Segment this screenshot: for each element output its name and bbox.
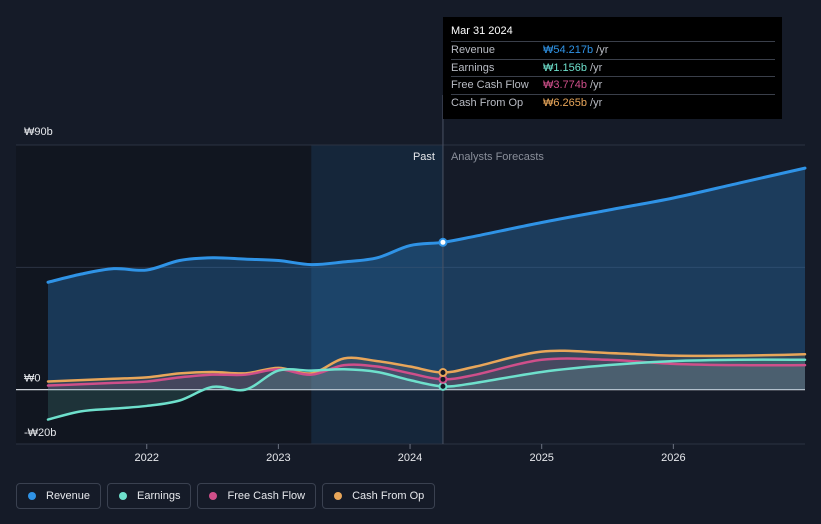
x-tick-label: 2024: [398, 452, 422, 464]
tooltip-value: ₩3.774b: [543, 79, 588, 92]
tooltip-unit: /yr: [590, 79, 603, 92]
x-tick-label: 2025: [529, 452, 553, 464]
x-tick-label: 2023: [266, 452, 290, 464]
legend-label: Cash From Op: [352, 490, 425, 502]
tooltip-date: Mar 31 2024: [451, 25, 513, 37]
tooltip-label: Earnings: [451, 61, 495, 74]
legend: Revenue Earnings Free Cash Flow Cash Fro…: [16, 483, 436, 511]
tooltip-markers: [438, 237, 448, 391]
legend-label: Earnings: [137, 490, 181, 502]
y-tick-label: ₩0: [24, 373, 41, 385]
cash-from-op-dot-icon: [334, 492, 343, 500]
tooltip-row-revenue: Revenue ₩54.217b /yr: [451, 41, 775, 59]
legend-item-cash-from-op[interactable]: Cash From Op: [322, 483, 436, 509]
tooltip-value: ₩54.217b: [543, 44, 594, 57]
free-cash-flow-area: [48, 358, 805, 390]
tooltip-label: Revenue: [451, 44, 496, 57]
legend-item-revenue[interactable]: Revenue: [16, 483, 102, 509]
revenue-line: [46, 166, 807, 284]
tooltip-label: Free Cash Flow: [451, 79, 529, 92]
revenue-marker: [438, 237, 448, 247]
legend-item-free-cash-flow[interactable]: Free Cash Flow: [197, 483, 317, 509]
earnings-marker: [438, 381, 448, 391]
y-axis-ticks: ₩90b ₩0 -₩20b: [24, 126, 56, 439]
earnings-area: [48, 359, 805, 420]
tooltip-value: ₩6.265b: [543, 96, 588, 109]
x-tick-label: 2022: [134, 452, 158, 464]
earnings-dot-icon: [119, 492, 128, 500]
revenue-area: [48, 168, 805, 390]
y-tick-label: -₩20b: [24, 427, 56, 439]
highlight-band: [311, 145, 443, 444]
tooltip-row-earnings: Earnings ₩1.156b /yr: [451, 58, 775, 77]
legend-label: Free Cash Flow: [227, 490, 306, 502]
free-cash-flow-dot-icon: [209, 492, 218, 500]
revenue-dot-icon: [28, 492, 36, 500]
series-lines: [46, 166, 807, 421]
tooltip-row-free-cash-flow: Free Cash Flow ₩3.774b /yr: [451, 76, 775, 94]
cash-from-op-marker: [438, 368, 448, 378]
tooltip-unit: /yr: [596, 44, 609, 57]
earnings-line: [46, 358, 807, 421]
cash-from-op-line: [46, 349, 807, 383]
legend-item-earnings[interactable]: Earnings: [107, 483, 192, 509]
series-areas: [48, 168, 805, 420]
tooltip-label: Cash From Op: [451, 96, 524, 109]
x-tick-label: 2026: [661, 452, 685, 464]
x-axis-ticks: 2022 2023 2024 2025 2026: [134, 444, 686, 464]
forecast-label: Analysts Forecasts: [451, 151, 544, 163]
tooltip-unit: /yr: [590, 96, 603, 109]
tooltip-unit: /yr: [590, 61, 603, 74]
tooltip-row-cash-from-op: Cash From Op ₩6.265b /yr: [451, 93, 775, 112]
past-label: Past: [413, 151, 435, 163]
tooltip: Mar 31 2024 Revenue ₩54.217b /yr Earning…: [443, 17, 782, 119]
free-cash-flow-line: [46, 357, 807, 387]
tooltip-value: ₩1.156b: [543, 61, 588, 74]
y-tick-label: ₩90b: [24, 126, 53, 138]
legend-label: Revenue: [46, 490, 91, 502]
